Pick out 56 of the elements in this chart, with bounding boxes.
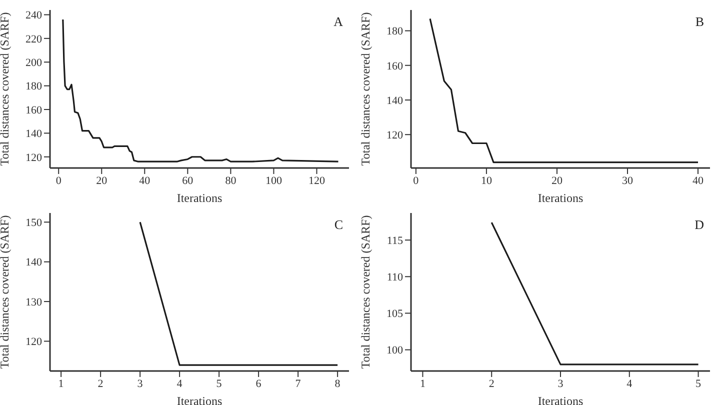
x-tick-label: 60 <box>182 174 194 187</box>
x-tick-label: 1 <box>58 377 64 390</box>
x-tick-label: 2 <box>488 377 494 390</box>
y-tick-label: 180 <box>386 26 404 38</box>
annotation: B <box>694 14 704 30</box>
x-tick-label: 2 <box>98 377 104 390</box>
y-tick-label: 140 <box>26 256 42 268</box>
y-tick-label: 130 <box>26 296 42 308</box>
y-axis-title: Total distances covered (SARF) <box>358 214 372 368</box>
x-tick-label: 3 <box>137 377 144 390</box>
x-tick-label: 30 <box>622 174 634 187</box>
x-tick-label: 7 <box>295 377 302 390</box>
x-tick-label: 100 <box>265 174 282 187</box>
y-tick-label: 140 <box>386 94 404 107</box>
x-axis-title: Iterations <box>176 394 222 405</box>
y-axis-title: Total distances covered (SARF) <box>0 214 12 368</box>
y-tick-label: 110 <box>386 271 404 284</box>
y-tick-label: 120 <box>26 336 42 348</box>
x-tick-label: 10 <box>480 174 492 187</box>
x-tick-label: 8 <box>334 377 341 390</box>
x-tick-label: 40 <box>139 174 151 187</box>
x-tick-label: 1 <box>420 377 426 390</box>
y-axis-title: Total distances covered (SARF) <box>0 12 12 166</box>
x-tick-label: 4 <box>176 377 183 390</box>
x-tick-label: 120 <box>308 174 326 187</box>
x-tick-label: 0 <box>413 174 420 187</box>
x-tick-label: 0 <box>56 174 62 187</box>
y-tick-label: 120 <box>26 152 42 164</box>
x-tick-label: 4 <box>626 377 633 390</box>
annotation: A <box>332 14 343 30</box>
x-tick-label: 40 <box>692 174 704 187</box>
y-tick-label: 115 <box>386 234 404 246</box>
x-axis-title: Iterations <box>538 394 584 405</box>
y-tick-label: 105 <box>386 308 404 320</box>
y-tick-label: 160 <box>26 104 42 116</box>
x-tick-label: 80 <box>225 174 237 187</box>
x-tick-label: 5 <box>216 377 222 390</box>
y-tick-label: 220 <box>26 33 42 46</box>
y-tick-label: 200 <box>26 57 42 70</box>
y-tick-label: 120 <box>386 130 404 142</box>
y-axis-title: Total distances covered (SARF) <box>358 12 372 166</box>
x-tick-label: 20 <box>551 174 563 187</box>
x-axis-title: Iterations <box>176 191 222 205</box>
x-tick-label: 5 <box>696 377 702 390</box>
y-tick-label: 160 <box>386 60 404 72</box>
y-tick-label: 140 <box>26 128 42 140</box>
y-tick-label: 240 <box>26 10 42 22</box>
x-axis-title: Iterations <box>538 191 584 205</box>
annotation: D <box>694 216 704 232</box>
annotation: C <box>333 216 343 232</box>
y-tick-label: 100 <box>386 344 404 356</box>
x-tick-label: 20 <box>96 174 108 187</box>
x-tick-label: 3 <box>558 377 564 390</box>
x-tick-label: 6 <box>256 377 262 390</box>
y-tick-label: 150 <box>26 216 42 229</box>
y-tick-label: 180 <box>26 80 42 93</box>
